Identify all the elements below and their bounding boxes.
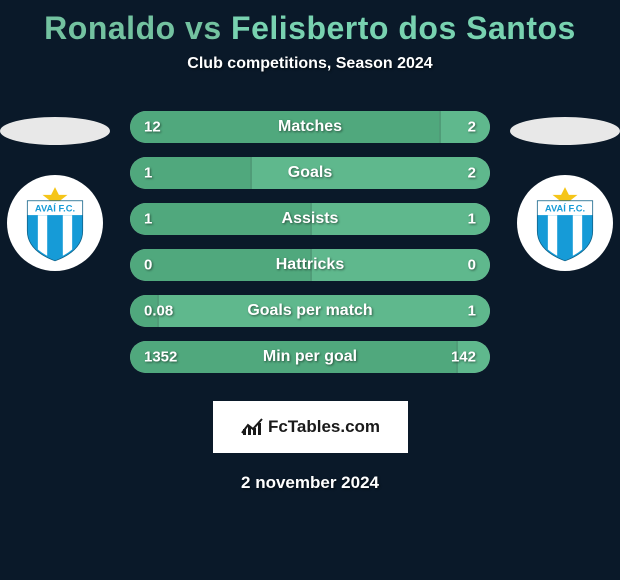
- page-title: Ronaldo vs Felisberto dos Santos: [0, 0, 620, 47]
- stat-row: Goals per match0.08 1: [130, 295, 490, 327]
- stat-row: Hattricks0 0: [130, 249, 490, 281]
- stat-value-right: 2: [468, 165, 476, 182]
- stat-value-left: 12: [144, 119, 161, 136]
- club-shield-icon: AVAÍ F.C.: [526, 184, 604, 262]
- chart-icon: [240, 417, 264, 437]
- stat-value-left: 1352: [144, 349, 177, 366]
- stat-row: Min per goal1352 142: [130, 341, 490, 373]
- svg-text:AVAÍ F.C.: AVAÍ F.C.: [35, 203, 75, 213]
- stat-value-left: 0.08: [144, 303, 173, 320]
- stat-label: Assists: [130, 210, 490, 228]
- stat-row: Assists1 1: [130, 203, 490, 235]
- player1-club-logo: AVAÍ F.C.: [7, 175, 103, 271]
- stat-value-left: 1: [144, 211, 152, 228]
- player2-name: Felisberto dos Santos: [231, 10, 576, 46]
- stat-label: Hattricks: [130, 256, 490, 274]
- player1-column: AVAÍ F.C.: [0, 111, 110, 271]
- branding-text: FcTables.com: [268, 417, 380, 437]
- player2-club-logo: AVAÍ F.C.: [517, 175, 613, 271]
- svg-text:AVAÍ F.C.: AVAÍ F.C.: [545, 203, 585, 213]
- stat-label: Goals: [130, 164, 490, 182]
- stat-label: Matches: [130, 118, 490, 136]
- stat-bars: Matches122Goals12Assists11Hattricks00Goa…: [130, 111, 490, 387]
- stat-value-right: 2: [468, 119, 476, 136]
- stat-value-left: 1: [144, 165, 152, 182]
- player2-silhouette: [510, 117, 620, 145]
- stat-row: Matches12 2: [130, 111, 490, 143]
- stat-row: Goals1 2: [130, 157, 490, 189]
- player2-column: AVAÍ F.C.: [510, 111, 620, 271]
- date-text: 2 november 2024: [0, 473, 620, 493]
- stat-value-right: 142: [451, 349, 476, 366]
- stat-value-right: 1: [468, 303, 476, 320]
- stat-label: Goals per match: [130, 302, 490, 320]
- stat-label: Min per goal: [130, 348, 490, 366]
- player1-silhouette: [0, 117, 110, 145]
- stat-value-left: 0: [144, 257, 152, 274]
- vs-text: vs: [176, 10, 231, 46]
- branding-badge: FcTables.com: [213, 401, 408, 453]
- comparison-content: AVAÍ F.C. AVAÍ F.C. Matches122Goals12Ass…: [0, 111, 620, 391]
- subtitle: Club competitions, Season 2024: [0, 55, 620, 73]
- club-shield-icon: AVAÍ F.C.: [16, 184, 94, 262]
- stat-value-right: 0: [468, 257, 476, 274]
- player1-name: Ronaldo: [44, 10, 175, 46]
- stat-value-right: 1: [468, 211, 476, 228]
